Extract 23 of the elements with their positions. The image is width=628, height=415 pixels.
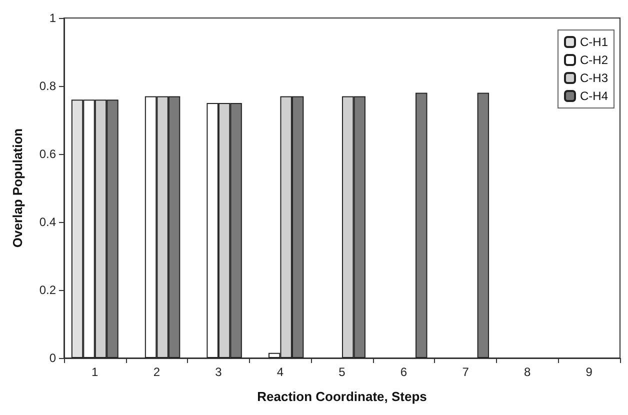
y-axis-title: Overlap Population — [10, 128, 25, 248]
x-tick-label: 8 — [524, 365, 531, 379]
x-tick-label: 7 — [462, 365, 470, 379]
legend-label: C-H2 — [580, 53, 608, 67]
x-axis-title: Reaction Coordinate, Steps — [257, 389, 427, 404]
y-tick-label: 0.6 — [39, 147, 56, 161]
x-tick-label: 3 — [215, 365, 222, 379]
x-tick-label: 6 — [400, 365, 408, 379]
y-tick-label: 1 — [49, 11, 56, 25]
legend-label: C-H1 — [580, 35, 608, 49]
x-tick-label: 4 — [276, 365, 284, 379]
bar — [477, 92, 490, 358]
bar — [416, 92, 428, 358]
x-tick-label: 1 — [92, 365, 99, 379]
legend-label: C-H4 — [580, 89, 608, 103]
legend-label: C-H3 — [580, 71, 608, 85]
y-tick-label: 0.2 — [39, 283, 56, 297]
y-tick-label: 0.4 — [39, 215, 56, 229]
y-tick-label: 0.8 — [39, 79, 56, 93]
y-tick-label: 0 — [49, 351, 56, 365]
x-tick-label: 9 — [586, 365, 593, 379]
x-tick-label: 2 — [153, 365, 160, 379]
x-tick-label: 5 — [338, 365, 346, 379]
